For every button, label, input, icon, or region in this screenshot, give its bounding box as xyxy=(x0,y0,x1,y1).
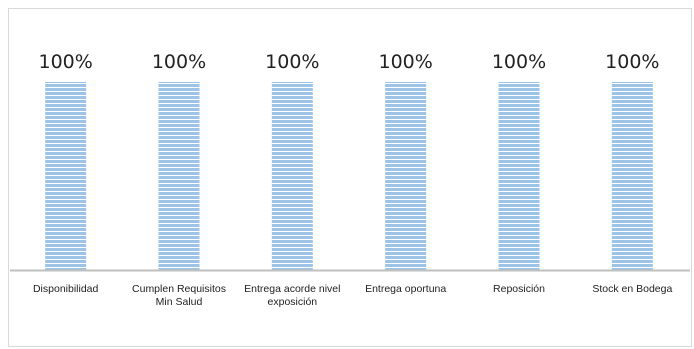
category-label-0: Disponibilidad xyxy=(33,283,99,295)
data-label-1: 100% xyxy=(152,51,206,73)
category-label-line: Entrega oportuna xyxy=(365,283,446,295)
category-label-line: Cumplen Requisitos xyxy=(132,283,226,295)
chart-frame xyxy=(8,8,692,347)
data-label-5: 100% xyxy=(605,51,659,73)
category-label-line: Entrega acorde nivel xyxy=(244,283,340,295)
data-label-2: 100% xyxy=(265,51,319,73)
bar-0 xyxy=(45,82,87,270)
category-label-line: Stock en Bodega xyxy=(592,283,672,295)
category-label-line: exposición xyxy=(268,296,318,308)
bar-3 xyxy=(385,82,427,270)
category-label-1: Cumplen Requisitos Min Salud xyxy=(132,283,226,308)
category-label-5: Stock en Bodega xyxy=(592,283,672,295)
bar-4 xyxy=(498,82,540,270)
bar-5 xyxy=(611,82,653,270)
category-label-3: Entrega oportuna xyxy=(365,283,446,295)
bar-2 xyxy=(271,82,313,270)
data-label-0: 100% xyxy=(39,51,93,73)
category-label-line: Reposición xyxy=(493,283,545,295)
category-label-4: Reposición xyxy=(493,283,545,295)
bar-1 xyxy=(158,82,200,270)
data-label-3: 100% xyxy=(379,51,433,73)
category-label-line: Min Salud xyxy=(156,296,203,308)
category-label-line: Disponibilidad xyxy=(33,283,99,295)
data-label-4: 100% xyxy=(492,51,546,73)
category-label-2: Entrega acorde nivel exposición xyxy=(244,283,340,308)
